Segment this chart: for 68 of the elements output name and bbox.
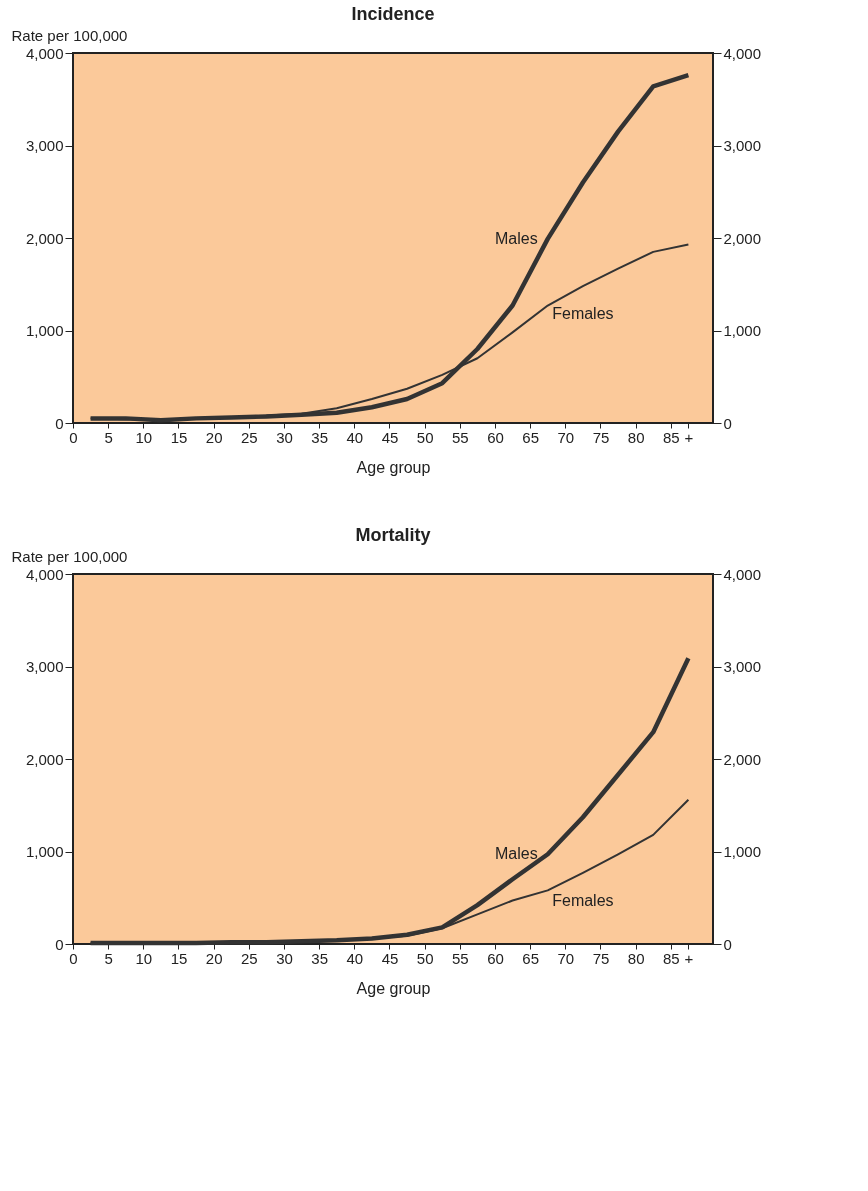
x-tick-label: 35 bbox=[311, 949, 328, 967]
x-tick-label: 45 bbox=[381, 428, 399, 446]
y-tick-label: 2,000 bbox=[25, 229, 64, 247]
x-tick-label: 55 bbox=[451, 949, 469, 967]
x-tick-label: 20 bbox=[205, 428, 223, 446]
x-tick-label: 15 bbox=[170, 949, 188, 967]
x-tick-label: 85 bbox=[662, 949, 680, 967]
x-tick-label: + bbox=[684, 428, 694, 446]
x-tick-label: 65 bbox=[522, 428, 539, 446]
y2-tick-label: 2,000 bbox=[723, 750, 762, 768]
x-tick-label: 55 bbox=[451, 428, 469, 446]
x-tick-label: 75 bbox=[592, 949, 610, 967]
y2-tick-label: 4,000 bbox=[723, 44, 762, 62]
x-tick-label: 20 bbox=[205, 949, 223, 967]
x-tick-label: 0 bbox=[69, 949, 78, 967]
y-tick-label: 4,000 bbox=[25, 565, 64, 583]
x-tick-label: + bbox=[684, 949, 694, 967]
y2-tick-label: 1,000 bbox=[723, 843, 762, 860]
x-tick-label: 50 bbox=[416, 428, 434, 446]
x-axis-title: Age group bbox=[356, 458, 431, 476]
x-tick-label: 75 bbox=[592, 428, 610, 446]
x-tick-label: 80 bbox=[627, 949, 645, 967]
y2-tick-label: 0 bbox=[723, 414, 732, 432]
x-tick-label: 15 bbox=[170, 428, 188, 446]
y2-tick-label: 2,000 bbox=[723, 229, 762, 247]
y2-tick-label: 0 bbox=[723, 935, 732, 953]
y-tick-label: 0 bbox=[55, 935, 64, 953]
x-tick-label: 5 bbox=[104, 949, 113, 967]
x-tick-label: 80 bbox=[627, 428, 645, 446]
x-tick-label: 50 bbox=[416, 949, 434, 967]
x-tick-label: 60 bbox=[487, 428, 504, 446]
x-tick-label: 35 bbox=[311, 428, 328, 446]
x-tick-label: 5 bbox=[104, 428, 113, 446]
x-tick-label: 60 bbox=[487, 949, 504, 967]
x-tick-label: 0 bbox=[69, 428, 78, 446]
x-tick-label: 85 bbox=[662, 428, 680, 446]
y-tick-label: 4,000 bbox=[25, 44, 64, 62]
y2-tick-label: 3,000 bbox=[723, 137, 762, 154]
x-tick-label: 10 bbox=[135, 949, 153, 967]
x-tick-label: 25 bbox=[240, 428, 258, 446]
x-tick-label: 25 bbox=[240, 949, 258, 967]
y-axis-title: Rate per 100,000 bbox=[11, 26, 128, 44]
x-tick-label: 40 bbox=[346, 428, 364, 446]
x-tick-label: 10 bbox=[135, 428, 153, 446]
x-tick-label: 65 bbox=[522, 949, 539, 967]
y2-tick-label: 3,000 bbox=[723, 658, 762, 675]
x-tick-label: 70 bbox=[557, 428, 575, 446]
x-tick-label: 30 bbox=[276, 428, 293, 446]
y-tick-label: 3,000 bbox=[25, 137, 64, 154]
y-tick-label: 0 bbox=[55, 414, 64, 432]
y-axis-title: Rate per 100,000 bbox=[11, 547, 128, 565]
series-label: Females bbox=[552, 891, 614, 909]
series-label: Males bbox=[495, 229, 538, 247]
x-tick-label: 70 bbox=[557, 949, 575, 967]
x-tick-label: 45 bbox=[381, 949, 399, 967]
series-label: Females bbox=[552, 305, 614, 323]
y-tick-label: 1,000 bbox=[25, 322, 64, 339]
y-tick-label: 3,000 bbox=[25, 658, 64, 675]
x-tick-label: 30 bbox=[276, 949, 293, 967]
y2-tick-label: 4,000 bbox=[723, 565, 762, 583]
x-axis-title: Age group bbox=[356, 979, 431, 997]
series-label: Males bbox=[495, 845, 538, 863]
chart-title: Mortality bbox=[355, 525, 431, 545]
y-tick-label: 1,000 bbox=[25, 843, 64, 860]
y-tick-label: 2,000 bbox=[25, 750, 64, 768]
chart-title: Incidence bbox=[351, 4, 435, 24]
x-tick-label: 40 bbox=[346, 949, 364, 967]
y2-tick-label: 1,000 bbox=[723, 322, 762, 339]
